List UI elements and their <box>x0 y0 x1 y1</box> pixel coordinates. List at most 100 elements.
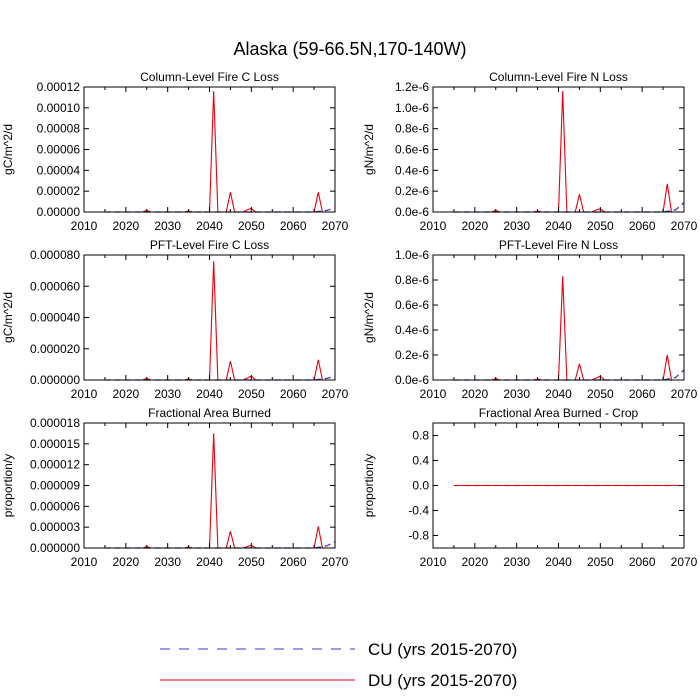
y-tick-label: 0.2e-6 <box>395 184 429 198</box>
figure-title: Alaska (59-66.5N,170-140W) <box>233 39 466 59</box>
chart-panel-fractional-area-burned-crop: Fractional Area Burned - Crop 2010 2020 203… <box>362 406 698 569</box>
y-tick-label: 0.000040 <box>30 311 80 325</box>
chart-panels: Column-Level Fire C Loss 2010 2020 2030 2040… <box>1 70 698 569</box>
x-tick-label: 2020 <box>112 219 139 233</box>
plot-frame <box>432 254 685 381</box>
x-tick-label: 2060 <box>280 387 307 401</box>
x-tick-label: 2050 <box>238 387 265 401</box>
x-tick-label: 2030 <box>503 387 530 401</box>
y-tick-label: 1.0e-6 <box>395 101 429 115</box>
y-tick-label: 1.0e-6 <box>395 248 429 262</box>
y-axis-label: gC/m^2/d <box>1 124 15 175</box>
x-tick-label: 2070 <box>671 219 698 233</box>
x-tick-label: 2030 <box>154 387 181 401</box>
plot-frame <box>83 422 336 549</box>
y-tick-label: 0.00000 <box>37 205 81 219</box>
y-tick-label: 0.000015 <box>30 437 80 451</box>
chart-panel-column-fire-c-loss: Column-Level Fire C Loss 2010 2020 2030 2040… <box>1 70 349 233</box>
x-tick-label: 2060 <box>629 219 656 233</box>
y-axis-label: gN/m^2/d <box>362 292 376 343</box>
y-tick-label: 0.000060 <box>30 279 80 293</box>
x-tick-label: 2050 <box>587 387 614 401</box>
plot-frame <box>83 86 336 213</box>
x-tick-label: 2010 <box>71 387 98 401</box>
x-tick-label: 2040 <box>196 219 223 233</box>
series-group <box>104 91 335 213</box>
x-tick-label: 2070 <box>671 387 698 401</box>
x-tick-label: 2030 <box>154 555 181 569</box>
x-tick-label: 2010 <box>420 555 447 569</box>
x-tick-label: 2040 <box>545 555 572 569</box>
y-tick-label: 0.00008 <box>37 122 81 136</box>
x-tick-label: 2020 <box>461 387 488 401</box>
series-line-du <box>104 433 335 549</box>
panel-title: PFT-Level Fire N Loss <box>499 238 618 252</box>
series-group <box>104 261 335 381</box>
y-tick-label: 0.000018 <box>30 416 80 430</box>
series-group <box>104 433 335 549</box>
y-tick-label: 0.00004 <box>37 163 81 177</box>
series-line-cu <box>104 375 335 381</box>
y-axis-label: gN/m^2/d <box>362 124 376 175</box>
y-axis-label: proportion/y <box>1 454 15 517</box>
x-tick-label: 2060 <box>280 219 307 233</box>
x-tick-label: 2020 <box>461 555 488 569</box>
y-tick-label: -0.4 <box>408 504 429 518</box>
x-tick-label: 2010 <box>420 219 447 233</box>
y-tick-label: 0.8e-6 <box>395 273 429 287</box>
chart-panel-column-fire-n-loss: Column-Level Fire N Loss 2010 2020 2030 2040… <box>362 70 698 233</box>
y-tick-label: -0.8 <box>408 529 429 543</box>
series-line-du <box>453 276 684 381</box>
x-tick-label: 2010 <box>420 387 447 401</box>
y-tick-label: 0.000000 <box>30 373 80 387</box>
y-tick-label: 0.00002 <box>37 184 81 198</box>
series-group <box>453 276 684 381</box>
y-tick-label: 0.00006 <box>37 143 81 157</box>
x-tick-label: 2050 <box>238 555 265 569</box>
y-tick-label: 0.4 <box>412 454 429 468</box>
y-tick-label: 0.6e-6 <box>395 143 429 157</box>
x-tick-label: 2050 <box>587 555 614 569</box>
y-tick-label: 0.00010 <box>37 101 81 115</box>
x-tick-label: 2040 <box>196 555 223 569</box>
series-group <box>453 91 684 213</box>
legend: CU (yrs 2015-2070) DU (yrs 2015-2070) <box>160 640 517 690</box>
x-tick-label: 2010 <box>71 219 98 233</box>
x-tick-label: 2030 <box>503 555 530 569</box>
x-tick-label: 2070 <box>322 387 349 401</box>
y-tick-label: 0.2e-6 <box>395 348 429 362</box>
plot-frame <box>432 86 685 213</box>
legend-label-cu: CU (yrs 2015-2070) <box>368 640 517 659</box>
series-line-du <box>104 261 335 381</box>
y-tick-label: 0.000006 <box>30 499 80 513</box>
y-tick-label: 0.000009 <box>30 479 80 493</box>
y-tick-label: 0.8 <box>412 429 429 443</box>
x-tick-label: 2030 <box>503 219 530 233</box>
plot-frame <box>83 254 336 381</box>
x-tick-label: 2050 <box>587 219 614 233</box>
series-line-du <box>104 91 335 213</box>
panel-title: Fractional Area Burned <box>148 406 271 420</box>
y-tick-label: 0.4e-6 <box>395 163 429 177</box>
x-tick-label: 2060 <box>629 555 656 569</box>
panel-title: PFT-Level Fire C Loss <box>150 238 269 252</box>
chart-panel-pft-fire-n-loss: PFT-Level Fire N Loss 2010 2020 2030 2040 205… <box>362 238 698 401</box>
series-line-cu <box>453 202 684 213</box>
series-line-du <box>453 91 684 213</box>
y-tick-label: 0.000012 <box>30 458 80 472</box>
x-tick-label: 2040 <box>545 219 572 233</box>
x-tick-label: 2070 <box>322 555 349 569</box>
x-tick-label: 2060 <box>629 387 656 401</box>
y-tick-label: 0.000000 <box>30 541 80 555</box>
y-tick-label: 0.0 <box>412 479 429 493</box>
x-tick-label: 2060 <box>280 555 307 569</box>
x-tick-label: 2070 <box>322 219 349 233</box>
y-tick-label: 0.0e-6 <box>395 373 429 387</box>
series-line-cu <box>104 541 335 549</box>
x-tick-label: 2040 <box>545 387 572 401</box>
x-tick-label: 2020 <box>112 387 139 401</box>
panel-title: Column-Level Fire C Loss <box>140 70 279 84</box>
legend-label-du: DU (yrs 2015-2070) <box>368 671 517 690</box>
x-tick-label: 2070 <box>671 555 698 569</box>
